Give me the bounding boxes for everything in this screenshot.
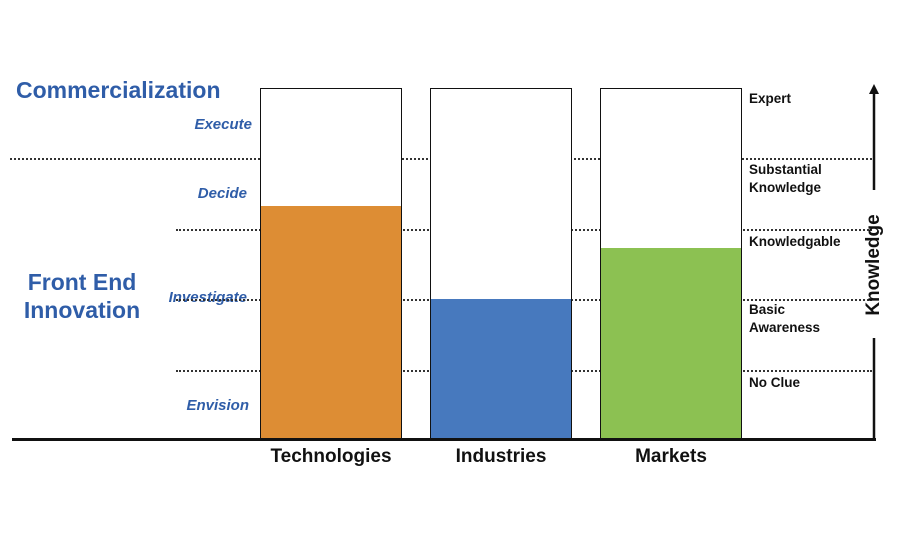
baseline: [12, 438, 876, 441]
level-expert: Expert: [749, 91, 792, 106]
label-markets: Markets: [635, 446, 707, 467]
level-basic-line-1: Basic: [749, 302, 786, 317]
fill-markets: [601, 248, 741, 439]
level-substantial-line-1: Substantial: [749, 162, 822, 177]
level-basic-awareness: Basic Awareness: [749, 301, 820, 337]
fill-technologies: [261, 206, 401, 439]
knowledge-axis-arrow: [869, 84, 879, 440]
stage-investigate: Investigate: [168, 289, 247, 306]
column-technologies: [260, 88, 402, 440]
column-industries: [430, 88, 572, 440]
column-markets: [600, 88, 742, 440]
knowledge-axis-label: Knowledge: [863, 214, 884, 316]
level-basic-line-2: Awareness: [749, 320, 821, 335]
arrow-head-icon: [869, 84, 879, 94]
front-end-line-1: Front End: [27, 269, 137, 295]
level-no-clue: No Clue: [749, 375, 801, 390]
front-end-innovation-title: Front End Innovation: [18, 268, 146, 324]
level-knowledgable: Knowledgable: [749, 234, 841, 249]
front-end-line-2: Innovation: [23, 297, 141, 323]
label-industries: Industries: [455, 446, 547, 467]
level-substantial-knowledge: Substantial Knowledge: [749, 161, 822, 197]
label-technologies: Technologies: [270, 446, 392, 467]
fill-industries: [431, 299, 571, 439]
commercialization-title: Commercialization: [16, 77, 221, 103]
level-substantial-line-2: Knowledge: [749, 180, 822, 195]
stage-envision: Envision: [186, 397, 249, 414]
stage-execute: Execute: [194, 116, 252, 133]
stage-decide: Decide: [197, 185, 247, 202]
